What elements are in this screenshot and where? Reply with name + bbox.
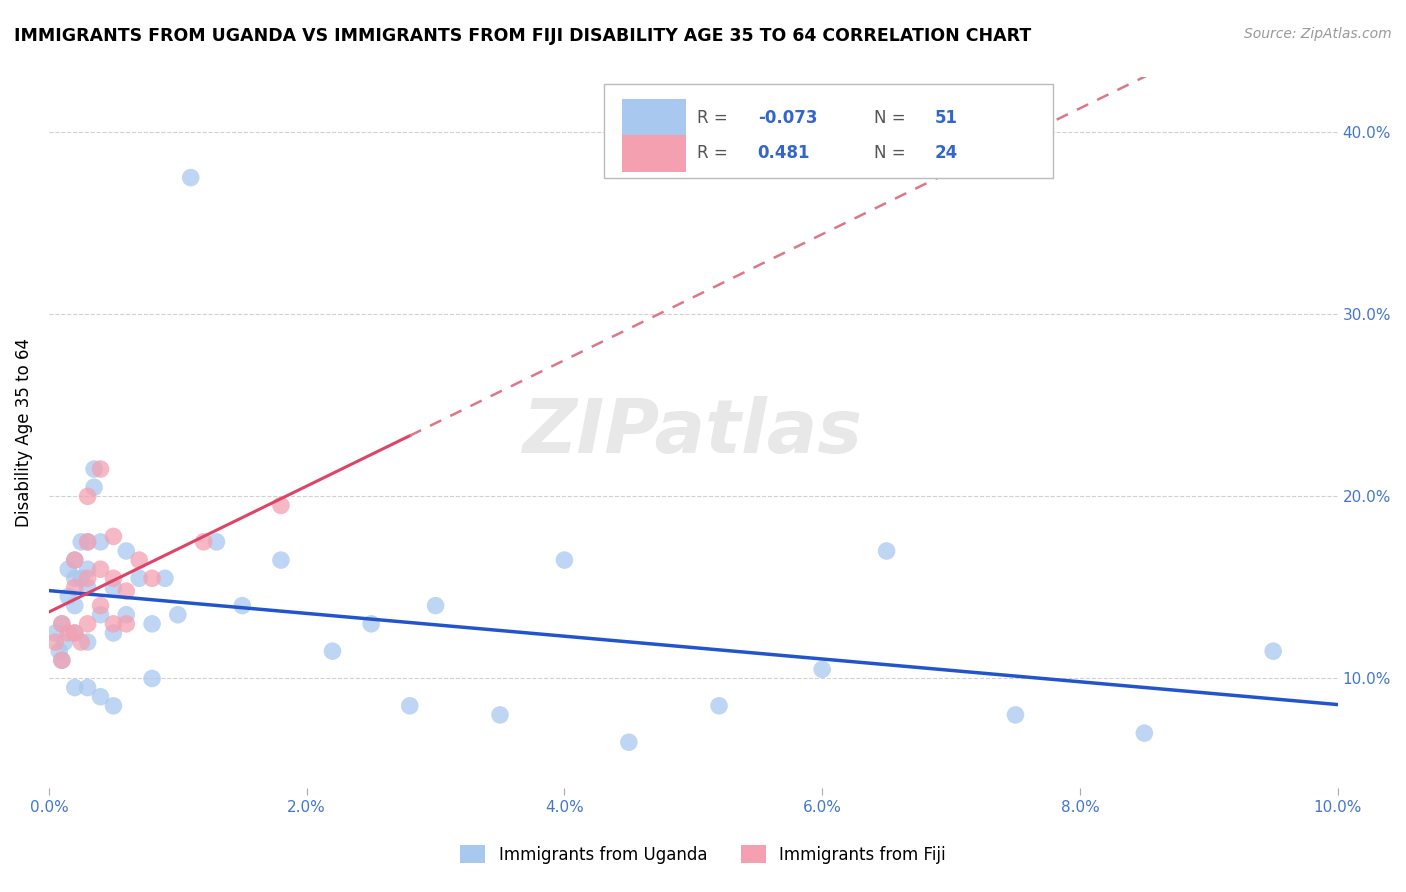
Y-axis label: Disability Age 35 to 64: Disability Age 35 to 64	[15, 338, 32, 527]
Point	[89, 462, 111, 476]
Point	[321, 644, 343, 658]
Point	[1263, 644, 1285, 658]
Text: R =: R =	[697, 145, 733, 162]
Point	[76, 534, 98, 549]
Point	[103, 581, 125, 595]
Point	[115, 616, 138, 631]
Point	[103, 698, 125, 713]
Point	[51, 653, 73, 667]
Point	[51, 653, 73, 667]
Point	[76, 616, 98, 631]
Point	[553, 553, 575, 567]
Point	[128, 571, 150, 585]
Point	[89, 607, 111, 622]
Point	[141, 672, 163, 686]
Text: N =: N =	[873, 109, 911, 127]
Point	[63, 626, 86, 640]
Point	[153, 571, 176, 585]
Point	[53, 635, 76, 649]
Point	[51, 616, 73, 631]
Point	[58, 626, 80, 640]
Point	[51, 616, 73, 631]
Point	[76, 562, 98, 576]
FancyBboxPatch shape	[605, 84, 1053, 178]
Point	[180, 170, 202, 185]
Point	[89, 534, 111, 549]
Point	[617, 735, 640, 749]
Point	[70, 635, 93, 649]
Point	[231, 599, 253, 613]
Point	[83, 462, 105, 476]
Point	[76, 489, 98, 503]
Point	[76, 571, 98, 585]
Point	[44, 635, 66, 649]
Point	[48, 644, 70, 658]
Text: ZIPatlas: ZIPatlas	[523, 396, 863, 469]
Text: N =: N =	[873, 145, 911, 162]
Point	[141, 571, 163, 585]
Point	[76, 581, 98, 595]
Point	[103, 529, 125, 543]
Text: -0.073: -0.073	[758, 109, 817, 127]
FancyBboxPatch shape	[623, 100, 686, 136]
Point	[141, 616, 163, 631]
Point	[63, 553, 86, 567]
Point	[1133, 726, 1156, 740]
Point	[83, 480, 105, 494]
Text: 24: 24	[934, 145, 957, 162]
Point	[128, 553, 150, 567]
Point	[63, 681, 86, 695]
Text: 51: 51	[934, 109, 957, 127]
Point	[115, 607, 138, 622]
Point	[811, 662, 834, 676]
Text: R =: R =	[697, 109, 733, 127]
Point	[63, 581, 86, 595]
Point	[115, 544, 138, 558]
Point	[63, 599, 86, 613]
Point	[58, 590, 80, 604]
Point	[193, 534, 215, 549]
Point	[707, 698, 730, 713]
Point	[489, 707, 512, 722]
Point	[63, 571, 86, 585]
Point	[76, 534, 98, 549]
Point	[63, 626, 86, 640]
Point	[103, 616, 125, 631]
Point	[89, 599, 111, 613]
Point	[270, 553, 292, 567]
Point	[63, 553, 86, 567]
Text: 0.481: 0.481	[758, 145, 810, 162]
Point	[398, 698, 420, 713]
Text: IMMIGRANTS FROM UGANDA VS IMMIGRANTS FROM FIJI DISABILITY AGE 35 TO 64 CORRELATI: IMMIGRANTS FROM UGANDA VS IMMIGRANTS FRO…	[14, 27, 1032, 45]
Legend: Immigrants from Uganda, Immigrants from Fiji: Immigrants from Uganda, Immigrants from …	[454, 838, 952, 871]
Point	[89, 690, 111, 704]
FancyBboxPatch shape	[623, 135, 686, 172]
Point	[58, 562, 80, 576]
Point	[89, 562, 111, 576]
Point	[103, 626, 125, 640]
Point	[76, 635, 98, 649]
Point	[876, 544, 898, 558]
Text: Source: ZipAtlas.com: Source: ZipAtlas.com	[1244, 27, 1392, 41]
Point	[1004, 707, 1026, 722]
Point	[70, 571, 93, 585]
Point	[76, 681, 98, 695]
Point	[166, 607, 188, 622]
Point	[44, 626, 66, 640]
Point	[205, 534, 228, 549]
Point	[115, 584, 138, 599]
Point	[425, 599, 447, 613]
Point	[360, 616, 382, 631]
Point	[70, 534, 93, 549]
Point	[103, 571, 125, 585]
Point	[270, 499, 292, 513]
